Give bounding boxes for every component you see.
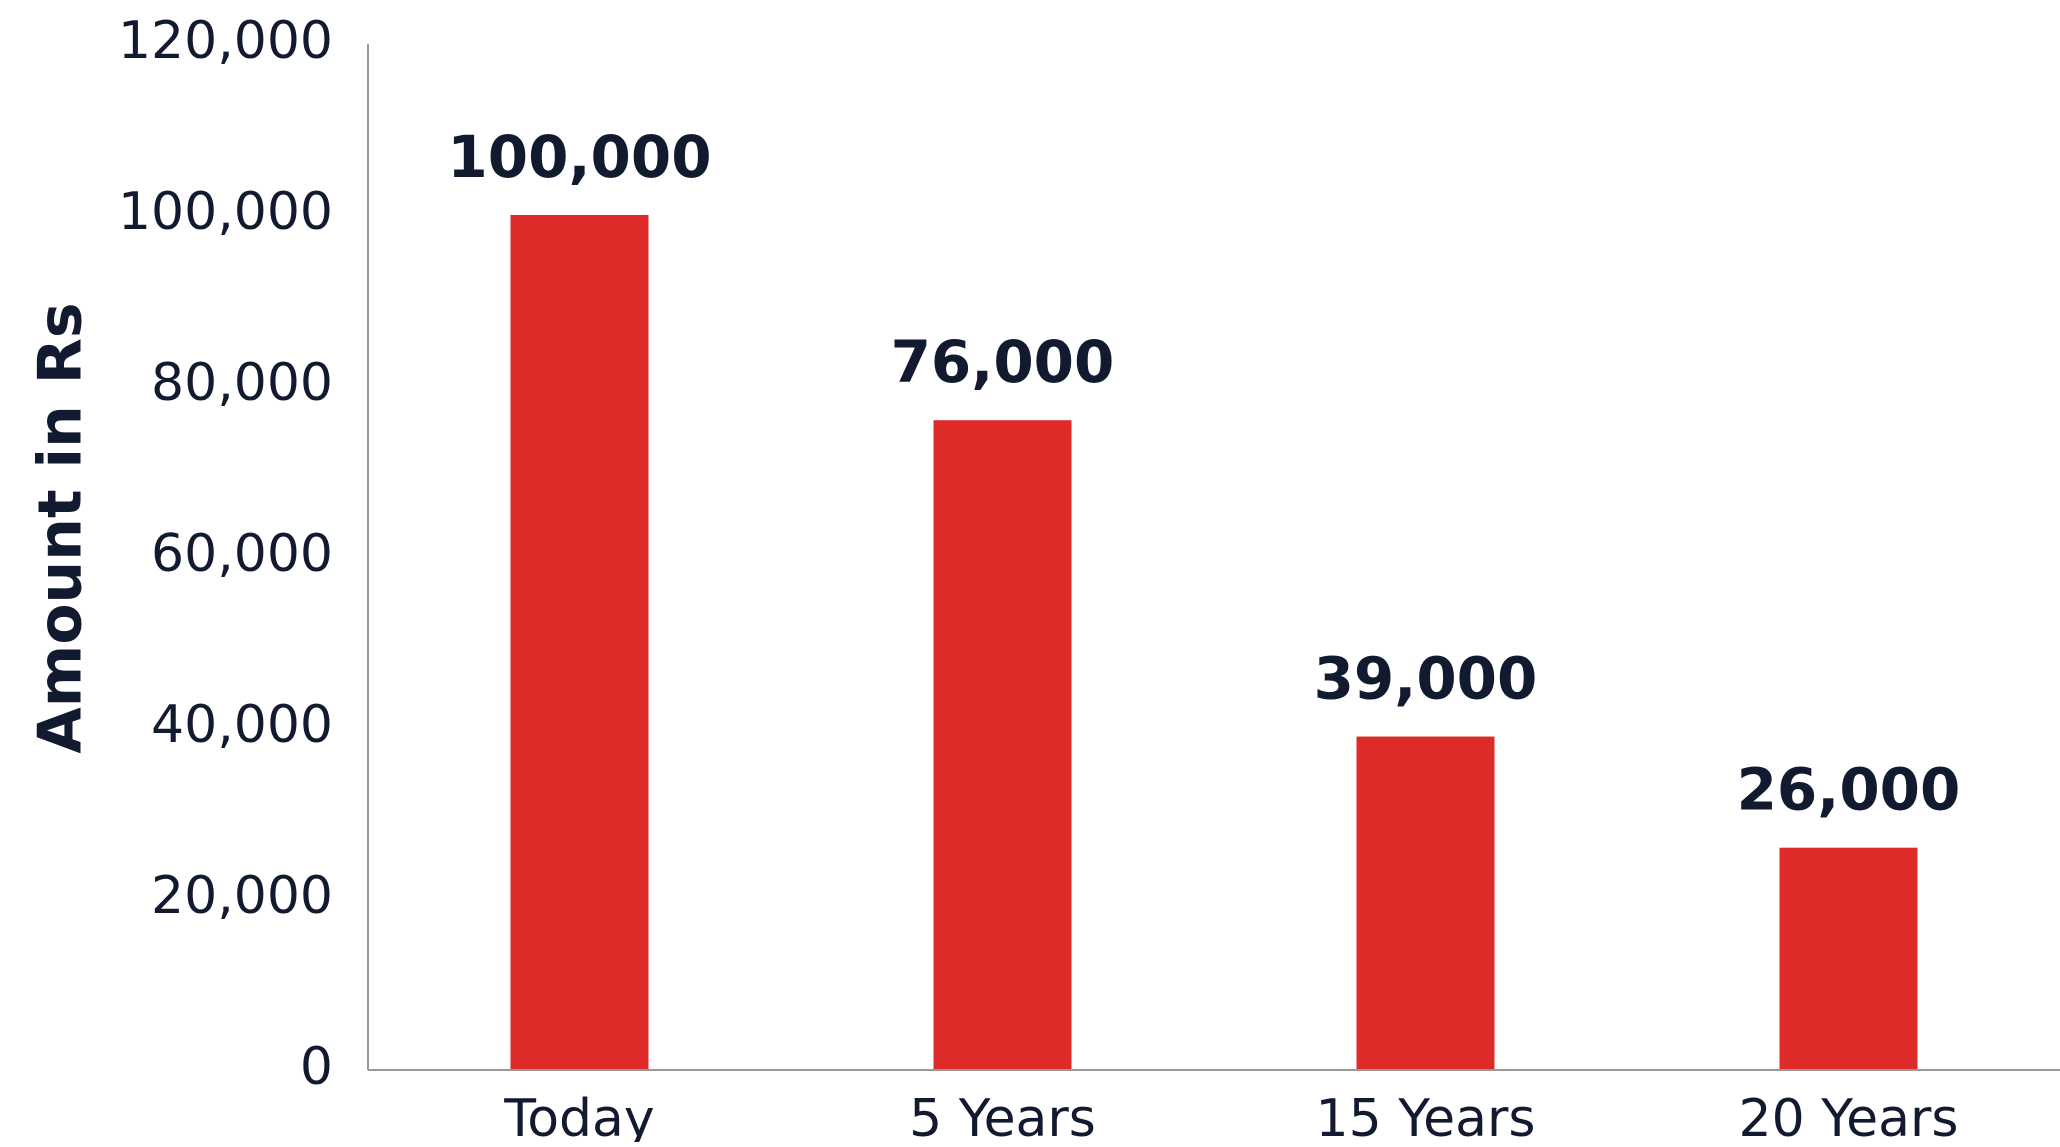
x-tick-label: 20 Years [1739,1089,1959,1142]
data-label: 100,000 [447,123,711,191]
y-tick-label: 120,000 [118,11,333,71]
x-axis-labels: Today 5 Years 15 Years 20 Years [503,1089,1959,1147]
y-axis-ticks: 0 20,000 40,000 60,000 80,000 100,000 120,000 [118,11,333,1097]
y-tick-label: 40,000 [151,695,333,755]
bar [1356,736,1495,1070]
x-tick-label: Today [503,1089,654,1142]
y-axis-title: Amount in Rs [26,302,96,753]
data-labels: 100,000 76,000 39,000 26,000 [447,123,1960,824]
bar [510,215,649,1070]
data-label: 26,000 [1737,756,1961,824]
bar [1779,847,1918,1070]
data-label: 76,000 [891,328,1115,396]
x-tick-label: 5 Years [909,1089,1096,1142]
y-tick-label: 60,000 [151,524,333,584]
y-tick-label: 0 [300,1037,333,1097]
x-tick-label: 15 Years [1316,1089,1536,1142]
y-tick-label: 20,000 [151,866,333,926]
y-tick-label: 100,000 [118,182,333,242]
data-label: 39,000 [1314,645,1538,713]
y-tick-label: 80,000 [151,353,333,413]
bar [933,420,1072,1070]
bars [510,215,1918,1070]
